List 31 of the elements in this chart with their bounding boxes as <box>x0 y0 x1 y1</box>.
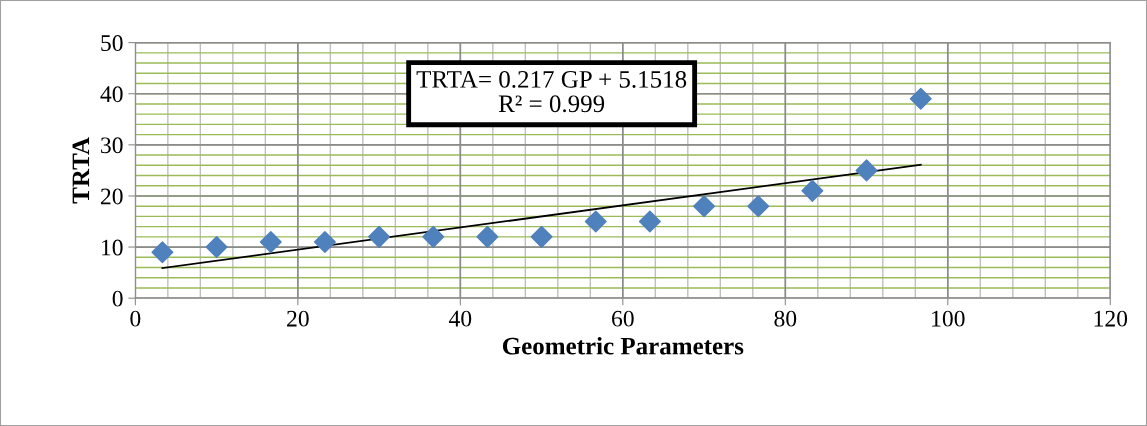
point <box>855 159 878 182</box>
x-axis-title: Geometric Parameters <box>502 336 744 355</box>
point <box>584 210 607 233</box>
point <box>476 225 499 248</box>
x-tick-label: 0 <box>130 310 141 327</box>
x-tick-label: 80 <box>774 310 797 327</box>
x-tick-label: 100 <box>932 310 965 327</box>
point <box>693 195 716 218</box>
point <box>313 230 336 253</box>
point <box>801 179 824 202</box>
point <box>638 210 661 233</box>
point <box>747 195 770 218</box>
point <box>205 236 228 259</box>
x-tick-label: 60 <box>612 310 634 327</box>
point <box>422 225 445 248</box>
x-tick-label: 20 <box>287 310 309 327</box>
y-tick-label: 30 <box>101 137 123 154</box>
y-tick-label: 40 <box>100 86 123 103</box>
x-tick-label: 120 <box>1094 310 1128 327</box>
annotation: TRTA= 0.217 GP + 5.1518 R² = 0.999 <box>416 70 687 113</box>
y-tick-label: 50 <box>101 35 123 52</box>
point <box>530 225 553 248</box>
x-tick-label: 40 <box>448 310 472 327</box>
point <box>151 241 174 264</box>
y-axis-title: TRTA <box>72 137 90 204</box>
y-tick-label: 0 <box>112 290 123 307</box>
point <box>368 225 391 248</box>
point <box>909 87 932 110</box>
y-tick-label: 10 <box>102 239 123 256</box>
point <box>259 230 282 253</box>
y-tick-label: 20 <box>100 188 123 205</box>
